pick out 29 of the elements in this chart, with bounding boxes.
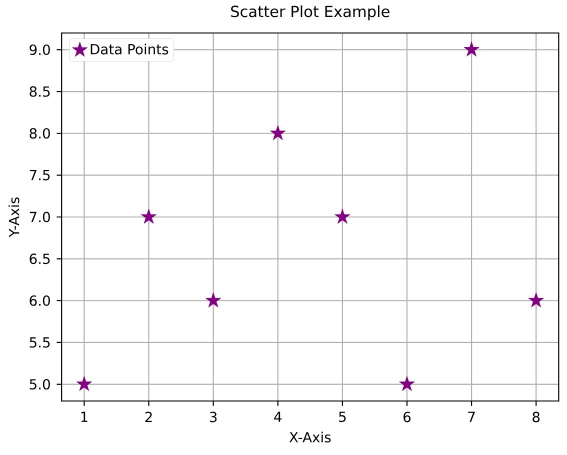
y-axis-title: Y-Axis: [8, 197, 20, 238]
y-tick-label: 8.5: [30, 86, 50, 97]
point: [399, 376, 415, 391]
y-tick-label: 9.0: [30, 44, 50, 55]
x-tick-label: 6: [404, 412, 411, 422]
y-tick-label: 7.5: [30, 170, 50, 180]
point: [528, 292, 544, 308]
y-tick-label: 6.5: [30, 254, 50, 264]
x-tick-label: 7: [468, 412, 475, 422]
y-tick-label: 5.0: [30, 379, 50, 390]
point: [140, 208, 157, 224]
point: [270, 125, 286, 140]
y-tick-label: 8.0: [30, 128, 50, 139]
point: [206, 292, 222, 308]
point: [334, 208, 350, 224]
point: [76, 376, 92, 391]
legend-label: Data Points: [90, 44, 168, 54]
x-tick-label: 1: [81, 412, 88, 422]
chart-title: Scatter Plot Example: [231, 5, 390, 20]
x-tick-label: 3: [210, 412, 217, 422]
x-tick-label: 2: [145, 412, 152, 422]
point: [464, 42, 480, 56]
y-tick-label: 6.0: [30, 295, 50, 306]
x-tick-label: 5: [339, 412, 346, 422]
y-tick-label: 5.5: [30, 337, 50, 348]
x-axis-title: X-Axis: [289, 432, 331, 442]
x-tick-label: 8: [532, 412, 540, 422]
x-tick-label: 4: [274, 412, 282, 422]
y-tick-label: 7.0: [30, 212, 50, 222]
